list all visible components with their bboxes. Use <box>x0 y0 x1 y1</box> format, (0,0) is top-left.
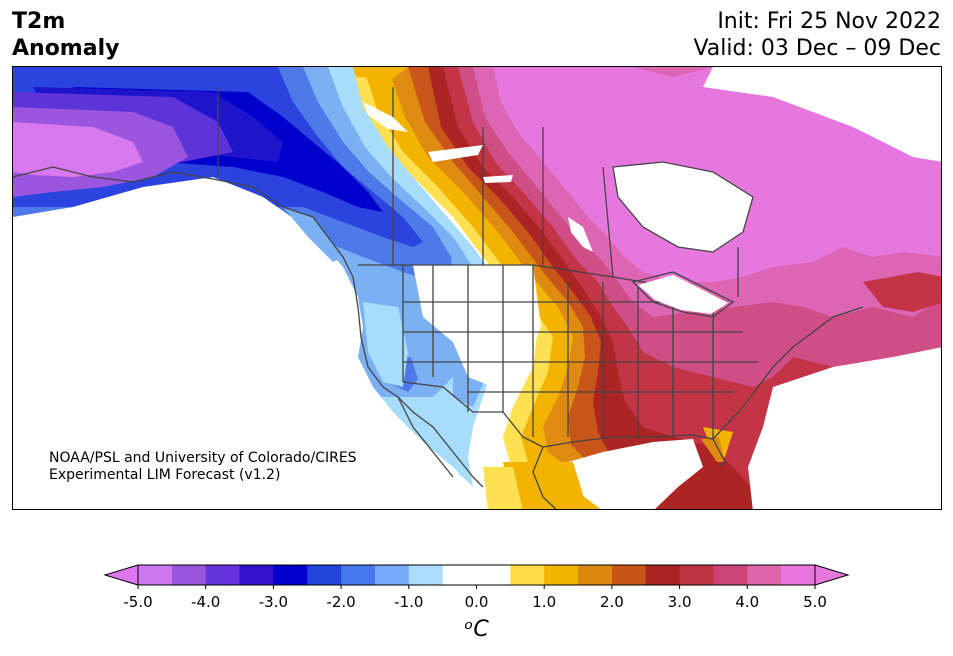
colorbar-tick-label: 2.0 <box>600 593 624 611</box>
colorbar-cell <box>138 565 173 585</box>
colorbar-cell <box>476 565 511 585</box>
atlantic-ocean <box>748 347 941 509</box>
colorbar-max-extend <box>815 565 848 585</box>
colorbar-tick-label: -1.0 <box>394 593 423 611</box>
lake-athabasca <box>483 175 513 183</box>
title-line-variable: T2m <box>12 9 66 34</box>
canadian-lakes <box>363 102 593 252</box>
map-title: T2m Anomaly <box>12 8 119 62</box>
colorbar: -5.0 -4.0 -3.0 -2.0 -1.0 0.0 1.0 2.0 3.0 4.0 5.0 <box>103 564 850 611</box>
warm-contour-newfoundland <box>863 272 941 312</box>
east-coast <box>712 306 864 440</box>
colorbar-cell <box>239 565 274 585</box>
forecast-dates: Init: Fri 25 Nov 2022 Valid: 03 Dec – 09… <box>693 8 941 62</box>
init-date: Init: Fri 25 Nov 2022 <box>717 9 941 34</box>
colorbar-tick-label: 5.0 <box>803 593 827 611</box>
colorbar-tick-label: -2.0 <box>326 593 355 611</box>
colorbar-cell <box>307 565 342 585</box>
pacific-nw-land <box>351 267 398 307</box>
mexico-land-yellow <box>483 467 523 509</box>
us-mexico-border <box>402 381 544 448</box>
great-bear-lake <box>363 102 408 132</box>
hudson-bay-coast <box>612 161 754 253</box>
colorbar-cell <box>374 565 410 585</box>
colorbar-cell <box>442 565 477 585</box>
colorbar-extend-outline <box>103 564 139 586</box>
pacific-ocean <box>13 177 488 509</box>
colorbar-extend-outline-right <box>814 564 850 586</box>
anomaly-map <box>13 67 941 509</box>
great-slave-lake <box>428 145 483 162</box>
canada-provinces <box>217 87 739 297</box>
california-land <box>363 302 408 387</box>
cold-contour-5 <box>13 122 143 177</box>
gulf-coast <box>542 434 726 468</box>
colorbar-cell <box>781 565 816 585</box>
colorbar-tick-label: -4.0 <box>191 593 220 611</box>
credit-line-1: NOAA/PSL and University of Colorado/CIRE… <box>49 450 357 466</box>
colorbar-cell <box>713 565 748 585</box>
lake-winnipeg <box>568 217 593 252</box>
borders <box>13 87 864 509</box>
land-overlays <box>283 207 725 509</box>
credit-line-2: Experimental LIM Forecast (v1.2) <box>49 467 281 483</box>
central-us-white <box>413 265 541 387</box>
alaska-panhandle <box>283 207 343 262</box>
florida-land <box>701 437 725 462</box>
colorbar-tick-label: -3.0 <box>259 593 288 611</box>
colorbar-tick-label: 1.0 <box>532 593 556 611</box>
colorbar-cell <box>408 565 444 585</box>
colorbar-cell <box>747 565 782 585</box>
arctic-channels <box>703 67 941 162</box>
ocean-mask <box>13 67 941 509</box>
colorbar-cell <box>645 565 681 585</box>
gulf-of-mexico <box>568 439 703 509</box>
baja-coast <box>397 396 454 478</box>
colorbar-cell <box>544 565 579 585</box>
colorbar-min-extend <box>105 565 138 585</box>
great-lakes <box>631 271 735 318</box>
colorbar-cell <box>510 565 545 585</box>
data-credit: NOAA/PSL and University of Colorado/CIRE… <box>49 450 357 484</box>
mexico-land-warm <box>503 462 588 509</box>
colorbar-cell <box>679 565 714 585</box>
title-line-anomaly: Anomaly <box>12 36 120 61</box>
colorbar-cell <box>578 565 613 585</box>
colorbar-cell <box>273 565 308 585</box>
alaska-coast <box>13 166 354 278</box>
colorbar-tick-label: 0.0 <box>465 593 489 611</box>
valid-range: Valid: 03 Dec – 09 Dec <box>693 36 941 61</box>
us-state-grid-2 <box>403 301 758 393</box>
colorbar-tick-label: 4.0 <box>735 593 759 611</box>
great-lakes-water <box>638 275 728 314</box>
map-panel <box>12 66 942 510</box>
baja-land <box>443 427 468 477</box>
warm-contour-north-cap <box>343 67 408 79</box>
colorbar-tick-label: -5.0 <box>123 593 152 611</box>
colorbar-cell <box>341 565 376 585</box>
colorbar-ticks: -5.0 -4.0 -3.0 -2.0 -1.0 0.0 1.0 2.0 3.0 4.0 5.0 <box>123 585 827 611</box>
colorbar-tick-label: 3.0 <box>668 593 692 611</box>
colorbar-unit: ᵒC <box>464 617 489 642</box>
mexico-gulf-coast <box>532 446 557 509</box>
colorbar-cell <box>205 565 241 585</box>
colorbar-cell <box>171 565 207 585</box>
colorbar-cells <box>138 565 816 585</box>
colorbar-cell <box>611 565 647 585</box>
